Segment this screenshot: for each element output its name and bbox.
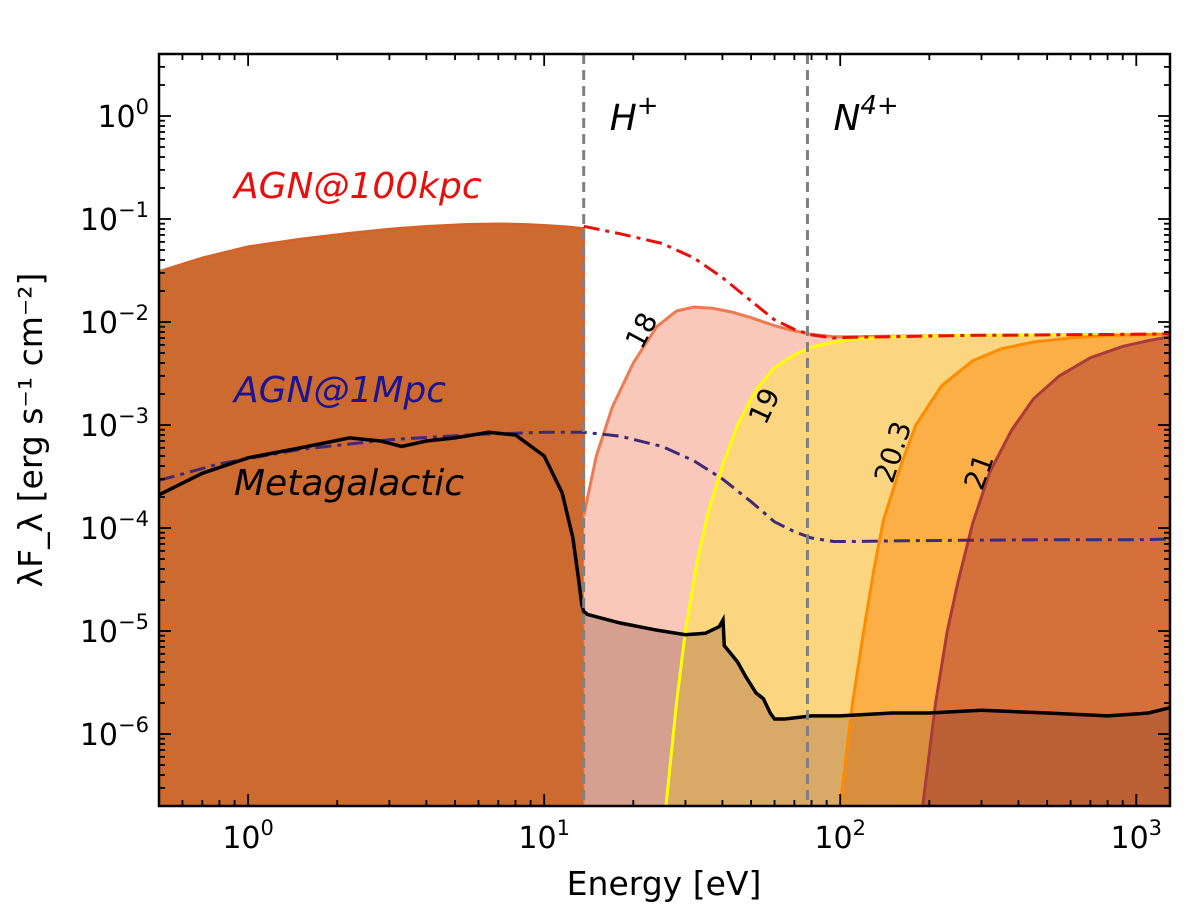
plot-frame — [157, 52, 1172, 808]
x-tick-label: 103 — [1110, 816, 1162, 856]
annotation-agn-at-1mpc: AGN@1Mpc — [232, 370, 446, 411]
y-tick-label: 10−1 — [80, 198, 149, 238]
fill-nhi-21 — [922, 336, 1170, 806]
y-axis-label: λF_λ [erg s⁻¹ cm⁻²] — [11, 273, 50, 588]
ionization-lines — [582, 54, 809, 806]
y-tick-label: 10−3 — [80, 404, 149, 444]
fill-background — [159, 222, 585, 806]
y-tick-label: 100 — [97, 95, 149, 135]
vline-label-h-plus: H+ — [610, 91, 659, 139]
series-line-metagalactic — [159, 430, 1170, 721]
x-tick-label: 100 — [222, 816, 274, 856]
label-layer: 100 101 102 103 100 10−1 10−2 10−3 10−4 10−5 10−6 H… — [80, 91, 1162, 856]
x-axis-label: Energy [eV] — [567, 864, 762, 903]
fill-metagalactic-shade — [583, 611, 1170, 806]
series-line-agn-at-100kpc — [583, 224, 1170, 340]
series-line-nhi-20-3 — [838, 332, 1170, 806]
series-line-nhi-21 — [921, 335, 1170, 806]
line-layer — [159, 224, 1170, 806]
x-tick-label: 102 — [814, 816, 866, 856]
annotation-agn-at-100kpc: AGN@100kpc — [232, 166, 482, 207]
fill-layer — [159, 222, 1170, 806]
y-tick-label: 10−5 — [80, 610, 149, 650]
y-tick-label: 10−4 — [80, 507, 149, 547]
x-tick-label: 101 — [518, 816, 570, 856]
y-tick-label: 10−6 — [80, 713, 149, 753]
annotation-metagalactic: Metagalactic — [234, 463, 464, 504]
y-tick-label: 10−2 — [80, 301, 149, 341]
vline-label-n-4plus: N4+ — [833, 91, 898, 139]
series-line-agn-at-1mpc — [159, 430, 1170, 543]
